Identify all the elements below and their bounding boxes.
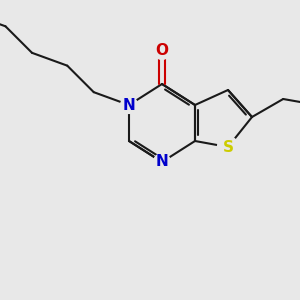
Circle shape <box>218 136 239 158</box>
Circle shape <box>121 97 137 113</box>
Circle shape <box>154 43 170 59</box>
Circle shape <box>154 154 170 170</box>
Text: O: O <box>155 44 169 59</box>
Text: N: N <box>123 98 135 112</box>
Text: N: N <box>156 154 168 169</box>
Text: S: S <box>223 140 233 154</box>
